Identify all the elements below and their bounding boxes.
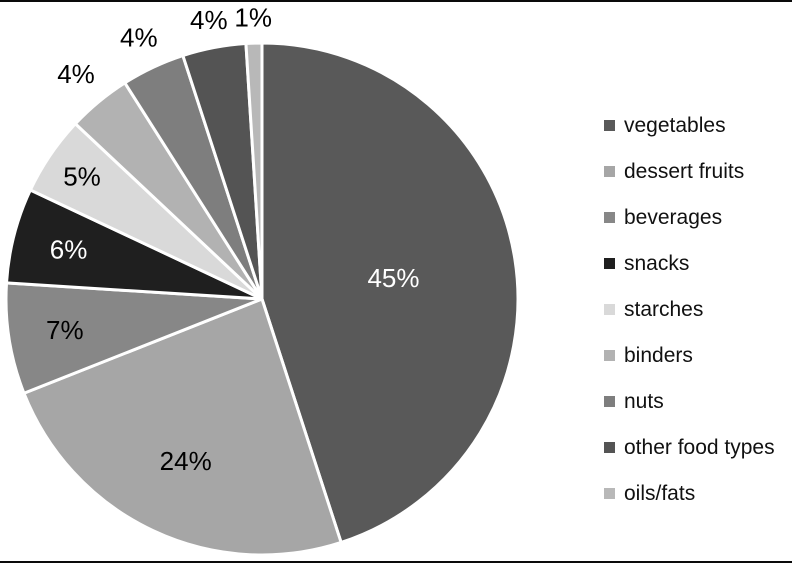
data-label-dessert-fruits: 24% [160, 446, 212, 476]
legend-item-label: snacks [624, 251, 690, 275]
legend-swatch-icon [604, 119, 615, 131]
pie-slice-vegetables [260, 41, 520, 545]
data-label-other-food-types: 4% [190, 5, 228, 35]
legend-item-label: vegetables [624, 113, 726, 137]
legend-item-binders: binders [604, 332, 775, 378]
legend-item-beverages: beverages [604, 194, 775, 240]
legend-item-label: beverages [624, 205, 723, 229]
data-label-starches: 5% [63, 162, 101, 192]
legend-item-oils-fats: oils/fats [604, 470, 775, 516]
legend-swatch-icon [604, 395, 615, 407]
legend-swatch-icon [604, 303, 615, 315]
data-label-binders: 4% [57, 59, 95, 89]
legend-swatch-icon [604, 211, 615, 223]
legend-item-dessert-fruits: dessert fruits [604, 148, 775, 194]
legend-item-label: nuts [624, 389, 664, 413]
legend-item-label: dessert fruits [624, 159, 745, 183]
data-label-vegetables: 45% [367, 263, 419, 293]
legend-item-starches: starches [604, 286, 775, 332]
legend-item-other-food-types: other food types [604, 424, 775, 470]
data-label-snacks: 6% [50, 234, 88, 264]
legend-item-snacks: snacks [604, 240, 775, 286]
legend-item-nuts: nuts [604, 378, 775, 424]
legend-item-label: oils/fats [624, 481, 696, 505]
data-label-nuts: 4% [120, 22, 158, 52]
pie-slice-beverages [4, 281, 263, 396]
pie-slice-oils-fats [244, 41, 264, 300]
legend-swatch-icon [604, 165, 615, 177]
legend-swatch-icon [604, 257, 615, 269]
chart-legend: vegetables dessert fruits beverages snacks s… [604, 102, 775, 516]
legend-item-label: starches [624, 297, 704, 321]
data-label-beverages: 7% [46, 315, 84, 345]
legend-item-label: binders [624, 343, 693, 367]
data-label-oils-fats: 1% [234, 3, 272, 33]
pie-chart: 45%24%7%6%5%4%4%4% 1% [4, 3, 520, 557]
legend-swatch-icon [604, 441, 615, 453]
legend-item-label: other food types [624, 435, 775, 459]
legend-swatch-icon [604, 349, 615, 361]
legend-swatch-icon [604, 487, 615, 499]
legend-item-vegetables: vegetables [604, 102, 775, 148]
